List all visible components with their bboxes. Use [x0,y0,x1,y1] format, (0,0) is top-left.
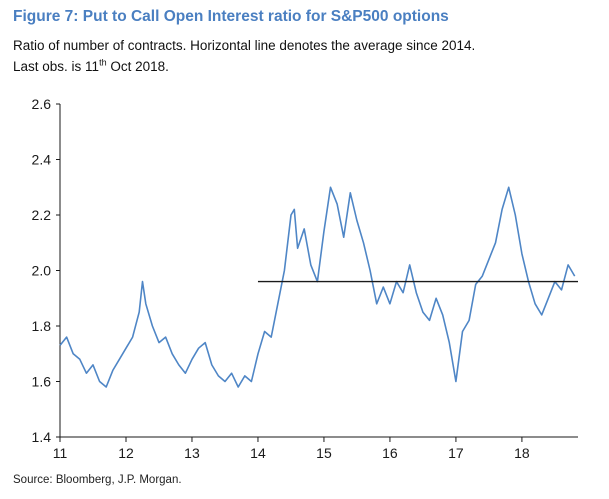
source-note: Source: Bloomberg, J.P. Morgan. [13,474,182,486]
figure-subtitle: Ratio of number of contracts. Horizontal… [13,35,475,77]
x-tick-label: 18 [514,445,530,461]
tick-labels: 1.4 1.6 1.8 2.0 2.2 2.4 2.6 11 12 13 14 15 16 17 18 [32,96,530,461]
subtitle-line-2-suffix: Oct 2018. [106,59,169,74]
subtitle-line-2-prefix: Last obs. is 11 [13,59,100,74]
x-tick-label: 12 [118,445,134,461]
x-tick-label: 13 [184,445,200,461]
x-tick-label: 11 [53,445,68,461]
axes [56,103,578,442]
figure-title: Figure 7: Put to Call Open Interest rati… [13,8,449,25]
subtitle-line-2: Last obs. is 11th Oct 2018. [13,56,475,77]
x-tick-label: 16 [382,445,398,461]
series-layer [59,186,576,388]
series-line [59,186,576,388]
y-tick-label: 1.4 [32,429,52,445]
subtitle-line-1: Ratio of number of contracts. Horizontal… [13,38,476,53]
y-tick-label: 2.0 [32,263,52,279]
y-tick-label: 2.2 [32,207,52,223]
x-tick-label: 15 [316,445,332,461]
x-tick-label: 14 [250,445,266,461]
subtitle-line-2-sup: th [99,57,107,68]
y-tick-label: 2.4 [32,152,52,168]
x-tick-label: 17 [448,445,464,461]
y-tick-label: 2.6 [32,96,52,112]
y-tick-label: 1.8 [32,318,52,334]
y-tick-label: 1.6 [32,374,52,390]
